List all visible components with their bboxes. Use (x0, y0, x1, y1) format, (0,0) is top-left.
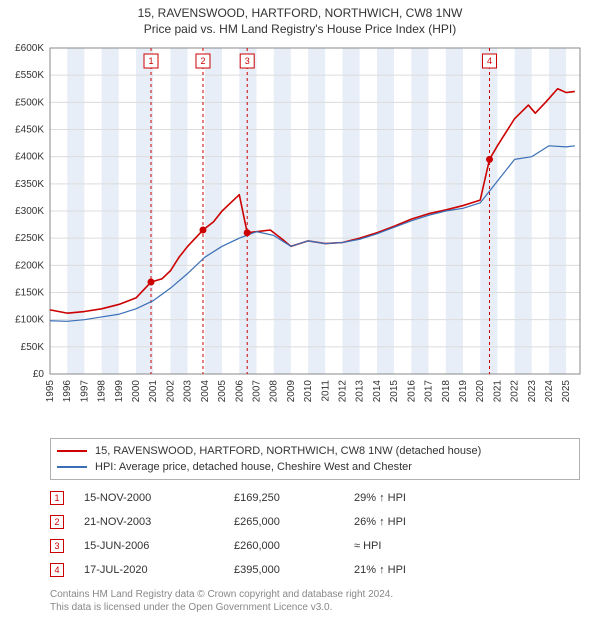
svg-text:2006: 2006 (234, 380, 245, 403)
svg-text:2005: 2005 (217, 380, 228, 403)
price-chart: 1234£0£50K£100K£150K£200K£250K£300K£350K… (50, 44, 580, 414)
svg-text:2001: 2001 (148, 380, 159, 403)
legend-swatch-hpi (57, 466, 87, 468)
svg-text:2022: 2022 (510, 380, 521, 403)
svg-text:2003: 2003 (183, 380, 194, 403)
sale-date-4: 17-JUL-2020 (84, 564, 234, 576)
svg-text:£600K: £600K (15, 43, 44, 54)
svg-text:1: 1 (149, 56, 154, 66)
svg-text:4: 4 (487, 56, 492, 66)
legend-row-hpi: HPI: Average price, detached house, Ches… (57, 459, 573, 475)
svg-text:2016: 2016 (406, 380, 417, 403)
svg-text:2009: 2009 (286, 380, 297, 403)
svg-text:1998: 1998 (97, 380, 108, 403)
svg-text:2011: 2011 (320, 380, 331, 402)
svg-text:2004: 2004 (200, 380, 211, 403)
svg-text:£150K: £150K (15, 288, 44, 299)
legend: 15, RAVENSWOOD, HARTFORD, NORTHWICH, CW8… (50, 438, 580, 480)
sale-marker-3: 3 (50, 539, 64, 553)
svg-text:2018: 2018 (441, 380, 452, 403)
svg-text:2010: 2010 (303, 380, 314, 403)
sale-marker-1: 1 (50, 491, 64, 505)
svg-text:1997: 1997 (79, 380, 90, 403)
sale-delta-4: 21% ↑ HPI (354, 564, 474, 576)
sale-date-2: 21-NOV-2003 (84, 516, 234, 528)
title-line2: Price paid vs. HM Land Registry's House … (0, 20, 600, 36)
sales-table: 1 15-NOV-2000 £169,250 29% ↑ HPI 2 21-NO… (50, 486, 580, 582)
sale-price-2: £265,000 (234, 516, 354, 528)
sale-delta-3: ≈ HPI (354, 540, 474, 552)
chart-area: 1234£0£50K£100K£150K£200K£250K£300K£350K… (50, 44, 580, 414)
sale-delta-1: 29% ↑ HPI (354, 492, 474, 504)
title-line1: 15, RAVENSWOOD, HARTFORD, NORTHWICH, CW8… (0, 0, 600, 20)
svg-text:2021: 2021 (492, 380, 503, 403)
svg-text:1996: 1996 (62, 380, 73, 403)
sale-price-4: £395,000 (234, 564, 354, 576)
svg-text:£450K: £450K (15, 125, 44, 136)
svg-text:£550K: £550K (15, 70, 44, 81)
svg-text:£350K: £350K (15, 179, 44, 190)
svg-text:2013: 2013 (355, 380, 366, 403)
svg-text:2017: 2017 (424, 380, 435, 403)
svg-text:2014: 2014 (372, 380, 383, 403)
sale-row-1: 1 15-NOV-2000 £169,250 29% ↑ HPI (50, 486, 580, 510)
svg-text:2015: 2015 (389, 380, 400, 403)
svg-text:1999: 1999 (114, 380, 125, 403)
svg-text:£500K: £500K (15, 97, 44, 108)
svg-text:2023: 2023 (527, 380, 538, 403)
svg-text:2020: 2020 (475, 380, 486, 403)
svg-text:£200K: £200K (15, 260, 44, 271)
chart-container: 15, RAVENSWOOD, HARTFORD, NORTHWICH, CW8… (0, 0, 600, 620)
svg-text:£50K: £50K (21, 342, 45, 353)
sale-date-3: 15-JUN-2006 (84, 540, 234, 552)
sale-row-2: 2 21-NOV-2003 £265,000 26% ↑ HPI (50, 510, 580, 534)
svg-text:2024: 2024 (544, 380, 555, 403)
svg-text:1995: 1995 (45, 380, 56, 403)
svg-text:2019: 2019 (458, 380, 469, 403)
svg-text:£100K: £100K (15, 315, 44, 326)
svg-text:2002: 2002 (165, 380, 176, 403)
sale-delta-2: 26% ↑ HPI (354, 516, 474, 528)
svg-text:2: 2 (200, 56, 205, 66)
sale-marker-4: 4 (50, 563, 64, 577)
svg-text:2008: 2008 (269, 380, 280, 403)
legend-label-hpi: HPI: Average price, detached house, Ches… (95, 461, 412, 473)
svg-text:£400K: £400K (15, 152, 44, 163)
svg-text:£300K: £300K (15, 206, 44, 217)
sale-row-4: 4 17-JUL-2020 £395,000 21% ↑ HPI (50, 558, 580, 582)
svg-text:2007: 2007 (251, 380, 262, 403)
legend-swatch-property (57, 450, 87, 452)
sale-price-3: £260,000 (234, 540, 354, 552)
footer-line2: This data is licensed under the Open Gov… (50, 601, 580, 614)
svg-text:2000: 2000 (131, 380, 142, 403)
footer: Contains HM Land Registry data © Crown c… (50, 588, 580, 614)
legend-row-property: 15, RAVENSWOOD, HARTFORD, NORTHWICH, CW8… (57, 443, 573, 459)
sale-row-3: 3 15-JUN-2006 £260,000 ≈ HPI (50, 534, 580, 558)
svg-text:3: 3 (245, 56, 250, 66)
svg-text:£0: £0 (33, 369, 45, 380)
footer-line1: Contains HM Land Registry data © Crown c… (50, 588, 580, 601)
svg-text:2012: 2012 (338, 380, 349, 403)
svg-text:2025: 2025 (561, 380, 572, 403)
legend-label-property: 15, RAVENSWOOD, HARTFORD, NORTHWICH, CW8… (95, 445, 481, 457)
svg-text:£250K: £250K (15, 233, 44, 244)
sale-marker-2: 2 (50, 515, 64, 529)
sale-price-1: £169,250 (234, 492, 354, 504)
sale-date-1: 15-NOV-2000 (84, 492, 234, 504)
